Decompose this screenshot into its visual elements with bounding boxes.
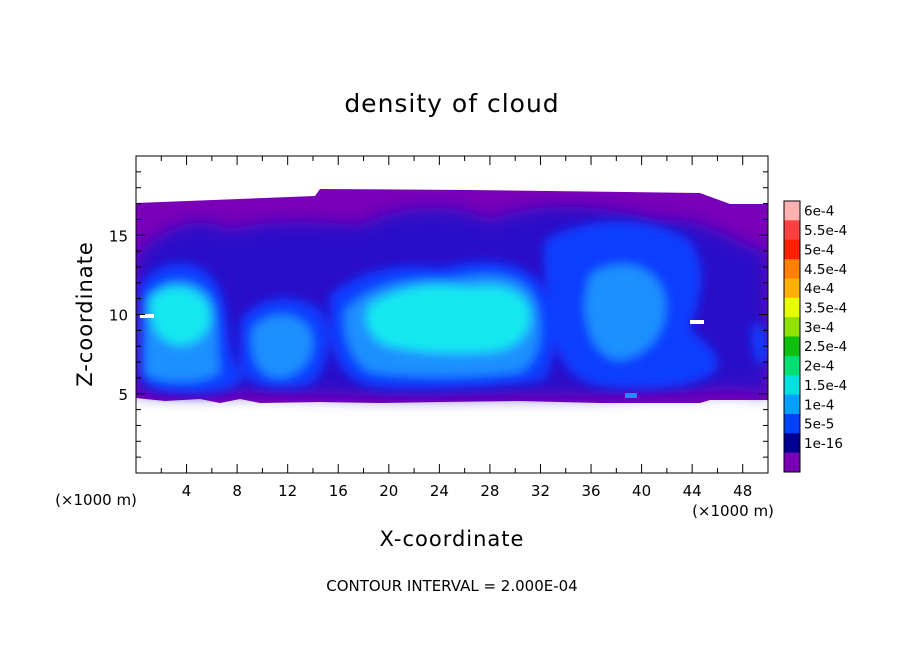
x-tick-label: 4 bbox=[182, 482, 192, 500]
x-tick-label: 8 bbox=[232, 482, 242, 500]
colorbar-swatch bbox=[784, 259, 800, 279]
x-tick-label: 20 bbox=[379, 482, 398, 500]
x-tick-label: 16 bbox=[329, 482, 348, 500]
colorbar-label: 3.5e-4 bbox=[804, 300, 847, 316]
colorbar-swatch bbox=[784, 375, 800, 396]
colorbar-label: 5e-4 bbox=[804, 242, 834, 258]
colorbar-swatch bbox=[784, 239, 800, 260]
colorbar-swatch bbox=[784, 452, 800, 473]
x-tick-label: 36 bbox=[581, 482, 600, 500]
colorbar-swatch bbox=[784, 278, 800, 299]
x-tick-label: 12 bbox=[278, 482, 297, 500]
colorbar-label: 5.5e-4 bbox=[804, 223, 847, 239]
y-tick-label: 10 bbox=[109, 307, 128, 325]
colorbar-label: 1e-16 bbox=[804, 436, 843, 452]
x-axis-label: X-coordinate bbox=[380, 527, 525, 551]
colorbar-label: 2.5e-4 bbox=[804, 339, 847, 355]
colorbar-label: 4e-4 bbox=[804, 281, 834, 297]
colorbar-label: 3e-4 bbox=[804, 320, 834, 336]
layer-2e4-left bbox=[150, 287, 211, 346]
x-tick-label: 28 bbox=[480, 482, 499, 500]
x-tick-label: 32 bbox=[531, 482, 550, 500]
colorbar-label: 4.5e-4 bbox=[804, 262, 847, 278]
y-axis: 5 10 15 bbox=[109, 171, 768, 458]
x-unit-label-right: (×1000 m) bbox=[692, 502, 774, 520]
colorbar-label: 5e-5 bbox=[804, 417, 834, 433]
colorbar-swatch bbox=[784, 317, 800, 337]
layer-2e4-mid2 bbox=[366, 285, 531, 354]
y-tick-label: 5 bbox=[118, 386, 128, 404]
colorbar-swatch bbox=[784, 433, 800, 454]
colorbar-swatch bbox=[784, 336, 800, 357]
colorbar-swatch bbox=[784, 394, 800, 415]
colorbar-swatch bbox=[784, 220, 800, 241]
x-axis: 4 8 12 16 20 24 28 32 36 40 44 48 bbox=[160, 156, 752, 500]
colorbar-swatch bbox=[784, 413, 800, 434]
colorbar-swatch bbox=[784, 297, 800, 318]
colorbar-label: 1e-4 bbox=[804, 397, 834, 413]
chart-title: density of cloud bbox=[344, 89, 559, 118]
y-axis-label: Z-coordinate bbox=[73, 241, 97, 387]
layer-1e4-edge bbox=[751, 324, 768, 365]
x-tick-label: 24 bbox=[430, 482, 449, 500]
x-tick-label: 44 bbox=[683, 482, 702, 500]
x-tick-label: 40 bbox=[632, 482, 651, 500]
colorbar-label: 1.5e-4 bbox=[804, 378, 847, 394]
layer-1-5e4-right bbox=[585, 264, 666, 360]
x-unit-label-left: (×1000 m) bbox=[55, 491, 137, 509]
colorbar-frame bbox=[783, 200, 801, 473]
colorbar-legend: 6e-4 5.5e-4 5e-4 4.5e-4 4e-4 3.5e-4 3e-4 2.5e-4… bbox=[783, 200, 847, 473]
colorbar-label: 6e-4 bbox=[804, 204, 834, 220]
contour-field bbox=[136, 189, 768, 403]
colorbar-swatch bbox=[784, 201, 800, 221]
contour-interval-note: CONTOUR INTERVAL = 2.000E-04 bbox=[326, 577, 577, 595]
y-tick-label: 15 bbox=[109, 227, 128, 245]
colorbar-swatch bbox=[784, 355, 800, 376]
layer-1-5e4-mid1 bbox=[251, 314, 313, 378]
colorbar-label: 2e-4 bbox=[804, 359, 834, 375]
x-tick-label: 48 bbox=[733, 482, 752, 500]
